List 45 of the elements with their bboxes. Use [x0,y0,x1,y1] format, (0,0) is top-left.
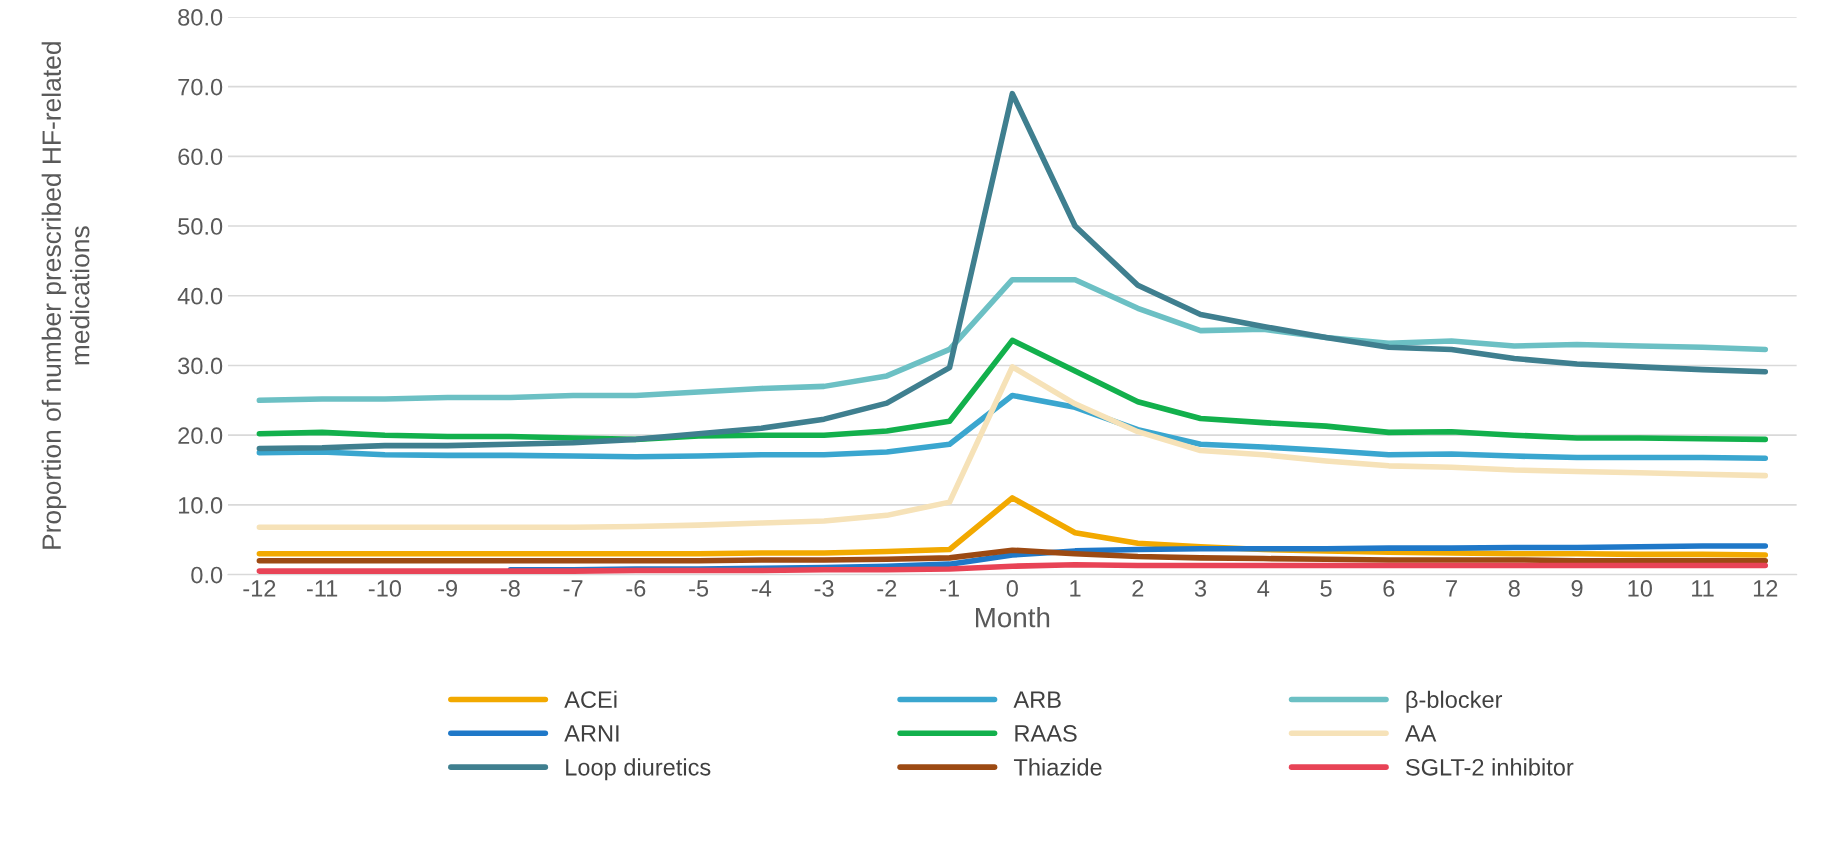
x-tick-label: -2 [877,580,897,597]
y-tick-label: 50.0 [178,218,223,235]
x-tick-label: 2 [1132,580,1144,597]
legend-label: Thiazide [1013,758,1102,776]
x-tick-label: 9 [1571,580,1583,597]
y-tick-label: 60.0 [178,148,223,166]
x-tick-label: 11 [1692,580,1714,597]
y-tick-label: 40.0 [177,287,223,305]
x-tick-label: -12 [243,580,276,597]
y-tick-label: 10.0 [178,496,223,514]
x-tick-label: -1 [940,580,959,597]
legend-label: ACEi [564,690,617,708]
legend-label: SGLT-2 inhibitor [1405,758,1574,776]
y-tick-label: 30.0 [178,357,223,375]
x-tick-label: 3 [1194,580,1207,597]
y-tick-label: 0.0 [191,566,223,584]
x-tick-label: 8 [1508,580,1520,597]
x-tick-label: -4 [751,580,772,597]
y-tick-label: 80.0 [178,8,223,26]
x-tick-label: -10 [368,580,401,597]
x-tick-label: -3 [814,580,834,597]
x-tick-label: -9 [438,580,457,597]
x-tick-label: -7 [563,580,583,597]
x-tick-label: -5 [689,580,709,597]
x-tick-label: 1 [1070,580,1081,597]
x-tick-label: 12 [1753,580,1778,597]
legend-label: RAAS [1015,725,1077,742]
x-tick-label: 10 [1628,580,1652,597]
legend-label: ARB [1013,691,1061,708]
x-tick-label: -8 [500,580,520,597]
x-tick-label: 0 [1006,580,1018,597]
x-axis-title: Month [976,607,1050,628]
legend-label: Loop diuretics [566,758,711,781]
y-axis-title: Proportion of number prescribed HF-related medications [41,42,90,549]
legend-label: AA [1404,725,1437,742]
x-tick-label: -6 [626,580,646,597]
legend-label: β-blocker [1406,690,1503,713]
legend-label: ARNI [564,725,619,742]
x-tick-label: 7 [1446,580,1457,597]
x-tick-label: 5 [1320,580,1332,597]
y-tick-label: 70.0 [178,78,223,96]
x-tick-label: 6 [1383,580,1395,597]
x-tick-label: 4 [1257,580,1270,597]
y-tick-label: 20.0 [178,427,223,444]
x-tick-label: -11 [306,580,338,597]
